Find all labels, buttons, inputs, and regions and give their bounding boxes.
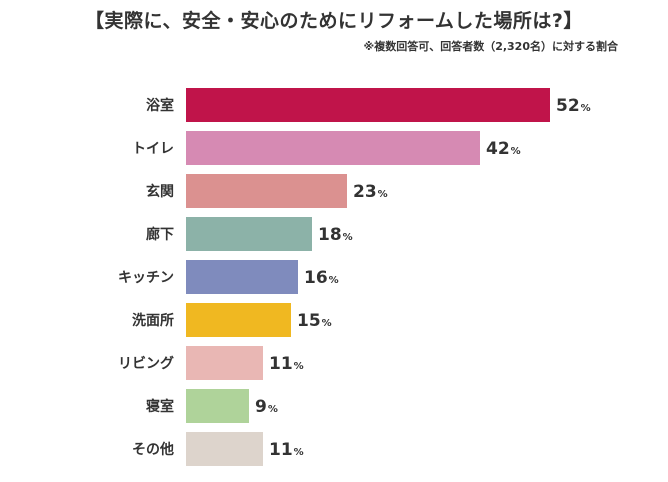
chart-title: 【実際に、安全・安心のためにリフォームした場所は?】 <box>85 10 583 32</box>
category-label-2: 玄関 <box>146 183 174 200</box>
value-label-6: 11% <box>269 354 304 374</box>
category-label-5: 洗面所 <box>132 312 174 329</box>
bar-5 <box>186 303 291 337</box>
value-label-8: 11% <box>269 440 304 460</box>
category-label-6: リビング <box>118 355 174 372</box>
category-label-7: 寝室 <box>146 398 174 415</box>
value-label-3: 18% <box>318 225 353 245</box>
value-label-1: 42% <box>486 139 521 159</box>
bar-1 <box>186 131 480 165</box>
value-label-5: 15% <box>297 311 332 331</box>
bar-3 <box>186 217 312 251</box>
value-label-4: 16% <box>304 268 339 288</box>
category-label-3: 廊下 <box>146 226 174 243</box>
category-label-0: 浴室 <box>146 97 174 114</box>
category-label-4: キッチン <box>118 270 174 286</box>
category-label-8: その他 <box>132 441 174 458</box>
bar-4 <box>186 260 298 294</box>
bar-0 <box>186 88 550 122</box>
category-label-1: トイレ <box>132 141 174 157</box>
bar-group: 浴室 52% トイレ 42% 玄関 23% 廊下 18% キッチン 16% 洗面所 15% リビング 11… <box>118 88 591 466</box>
bar-2 <box>186 174 347 208</box>
value-label-0: 52% <box>556 96 591 116</box>
bar-6 <box>186 346 263 380</box>
value-label-2: 23% <box>353 182 388 202</box>
chart-note: ※複数回答可、回答者数（2,320名）に対する割合 <box>363 40 619 53</box>
value-label-7: 9% <box>255 397 278 417</box>
bar-7 <box>186 389 249 423</box>
bar-8 <box>186 432 263 466</box>
